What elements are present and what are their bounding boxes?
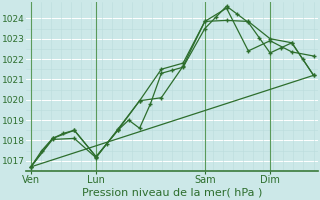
X-axis label: Pression niveau de la mer( hPa ): Pression niveau de la mer( hPa ) [82,188,262,198]
